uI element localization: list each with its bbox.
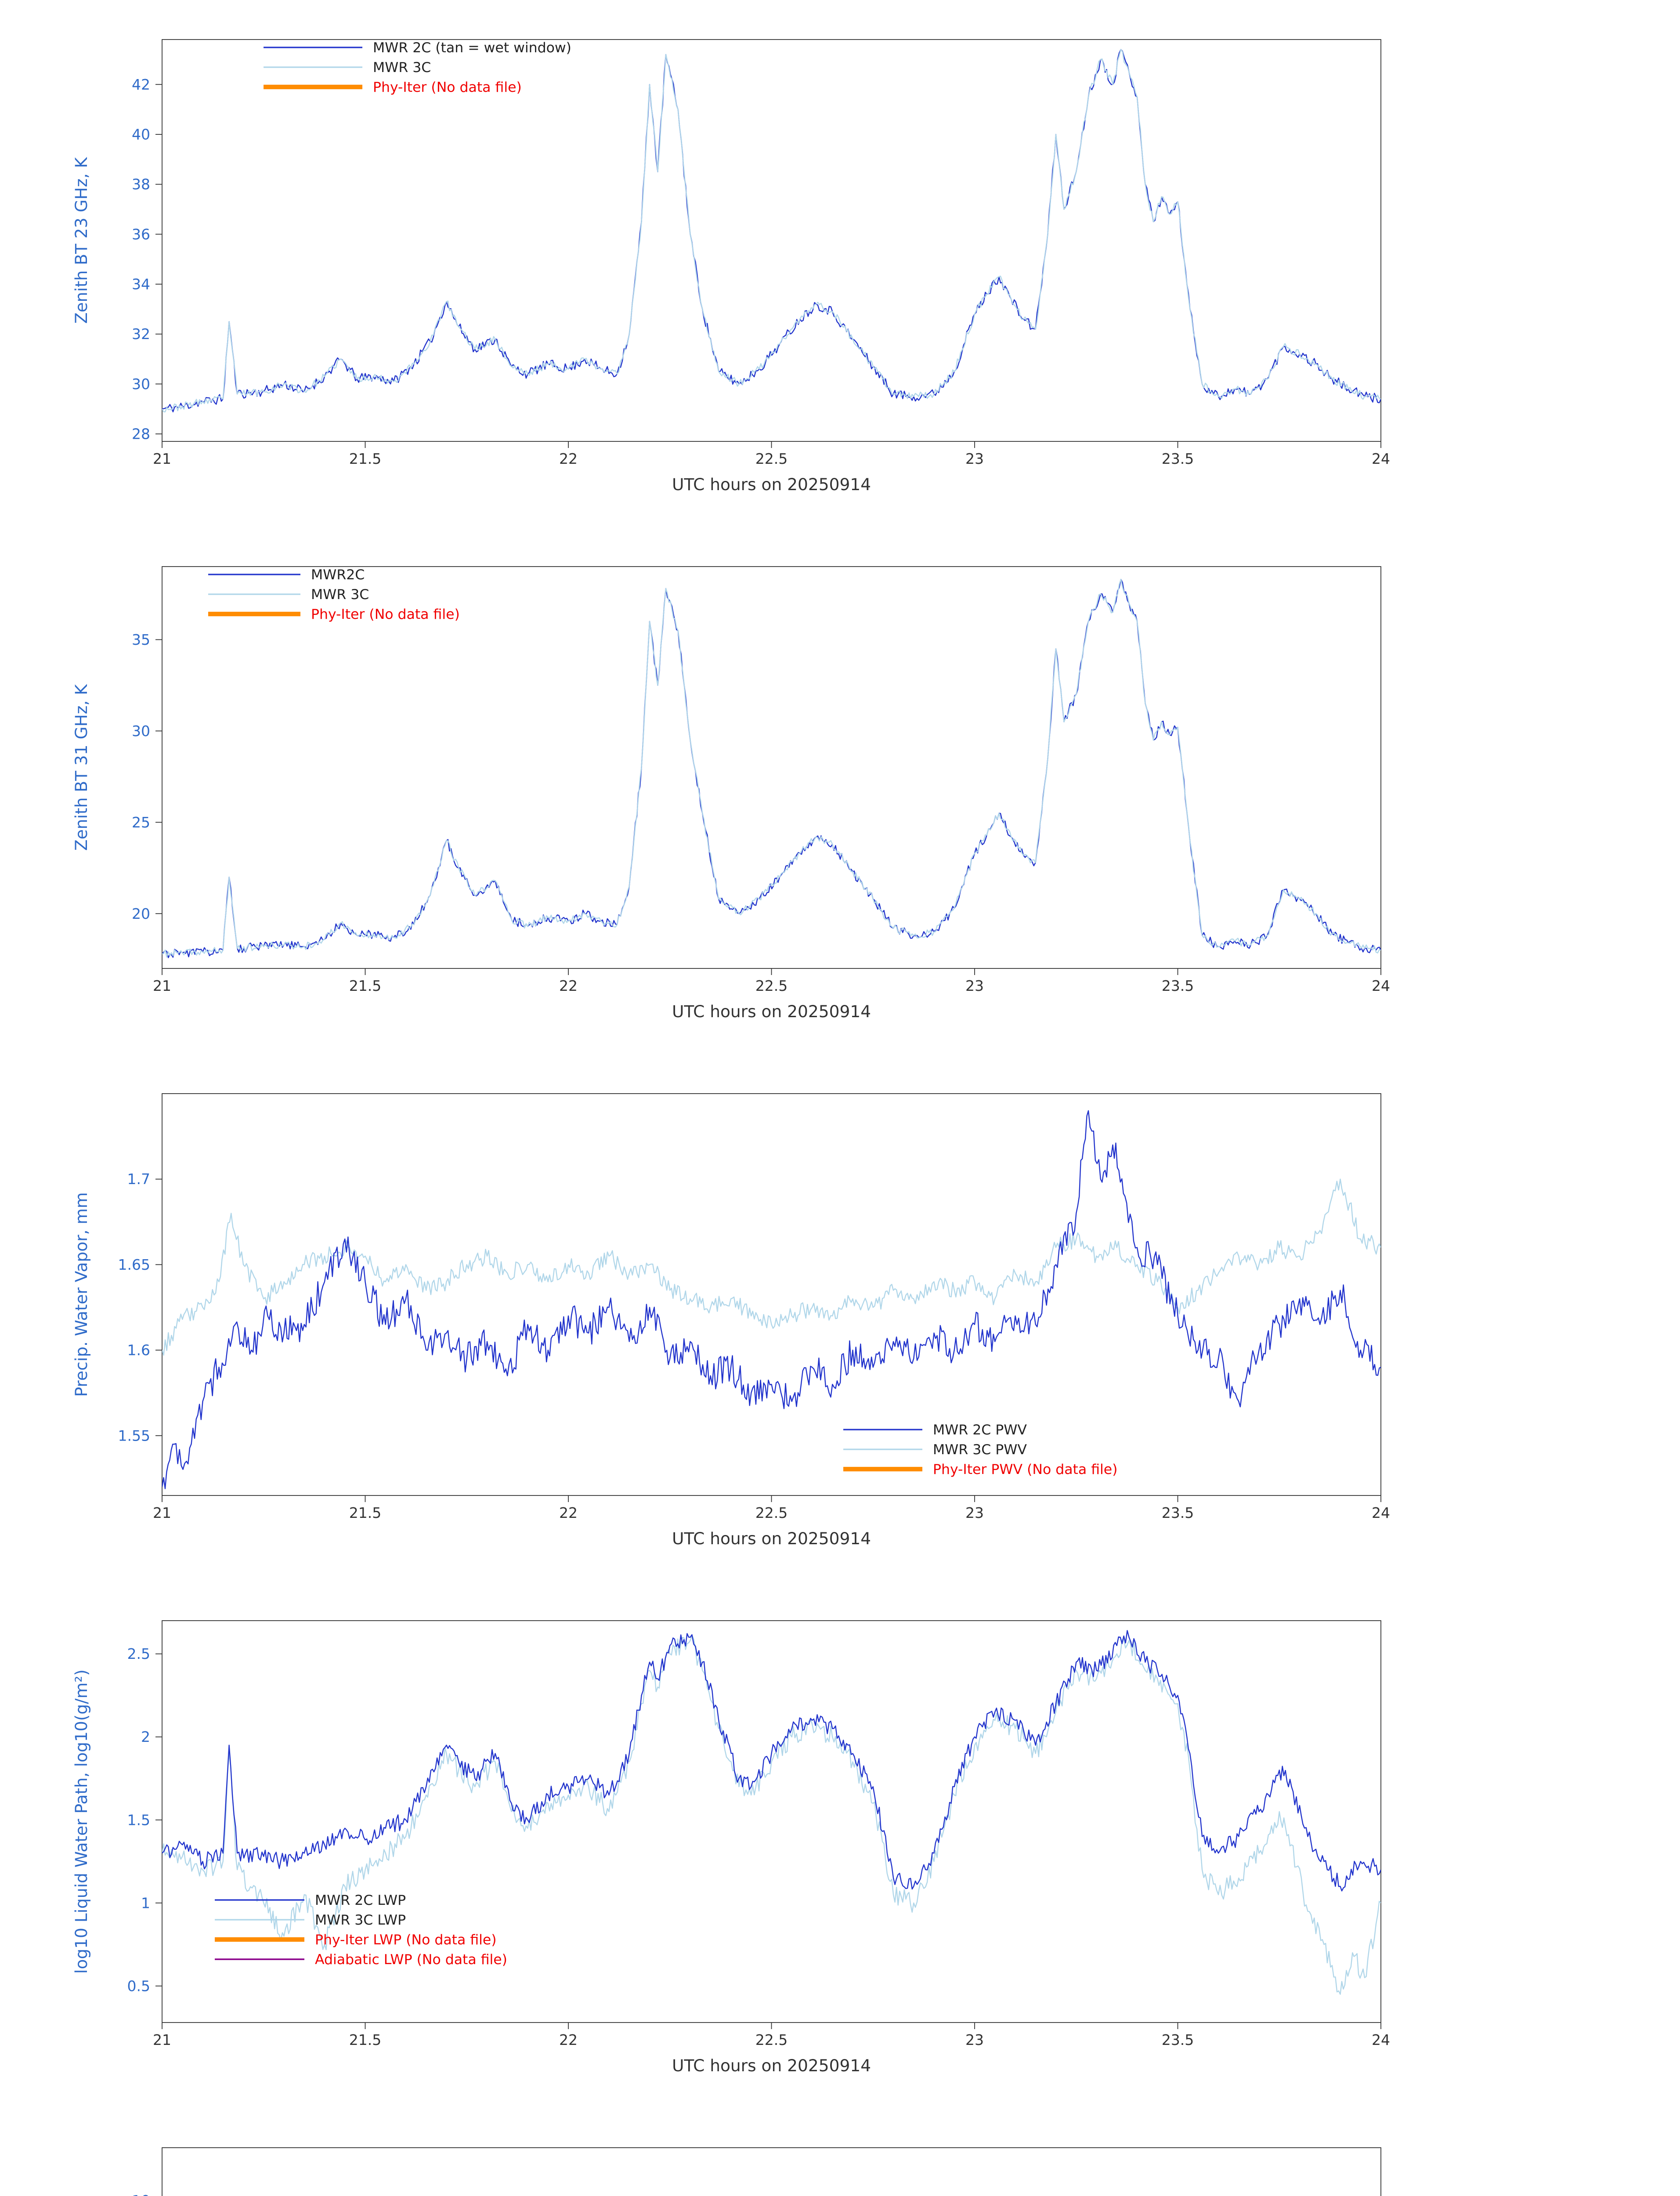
y-tick-label: 42 (132, 76, 150, 93)
legend-label: Phy-Iter (No data file) (373, 79, 522, 95)
series-line-mwr-3c (162, 49, 1381, 412)
x-tick-label: 23.5 (1162, 1504, 1194, 1521)
x-tick-label: 21.5 (349, 2031, 381, 2048)
legend-bt31: MWR2C MWR 3C Phy-Iter (No data file) (208, 567, 460, 622)
y-tick-label: 1.6 (127, 1342, 150, 1359)
y-tick-label: 2 (141, 1728, 150, 1745)
y-tick-label: 38 (132, 176, 150, 193)
x-tick-label: 23 (965, 450, 984, 467)
y-axis-label-lwp: log10 Liquid Water Path, log10(g/m²) (72, 1669, 91, 1974)
y-tick-label: 1.5 (127, 1811, 150, 1828)
legend-label: MWR 3C (311, 587, 369, 603)
y-tick-label: 25 (132, 814, 150, 831)
x-tick-label: 23 (965, 2031, 984, 2048)
panel-pwv: 21 21.5 22 22.5 23 23.5 24 1.55 1.6 1.65 1.7 UTC ho… (72, 1093, 1390, 1548)
series-line-mwr-3c-lwp (162, 1635, 1381, 1995)
legend-label: MWR 3C PWV (933, 1442, 1027, 1458)
x-tick-label: 24 (1372, 977, 1390, 994)
x-tick-label: 22 (559, 1504, 578, 1521)
y-tick-label: 40 (132, 126, 150, 143)
x-tick-label: 22 (559, 2031, 578, 2048)
y-tick-label: 1.55 (118, 1427, 150, 1444)
series-line-mwr-2c (162, 578, 1381, 958)
x-tick-label: 23 (965, 1504, 984, 1521)
axes-box-dqflag (162, 2147, 1381, 2196)
x-tick-label: 22 (559, 450, 578, 467)
y-tick-label: 20 (132, 905, 150, 922)
x-axis-label-bt31: UTC hours on 20250914 (672, 1002, 871, 1021)
x-tick-label: 23.5 (1162, 450, 1194, 467)
x-tick-label: 21.5 (349, 977, 381, 994)
series-group-bt23 (162, 49, 1381, 412)
x-tick-label: 24 (1372, 450, 1390, 467)
legend-label: MWR 2C (tan = wet window) (373, 40, 571, 56)
y-tick-label: 1.65 (118, 1256, 150, 1273)
series-line-mwr-2c-lwp (162, 1630, 1381, 1892)
legend-label: MWR 2C PWV (933, 1422, 1027, 1438)
series-line-mwr-2c-pwv (162, 1110, 1381, 1489)
y-tick-label: 36 (132, 226, 150, 243)
x-tick-label: 22 (559, 977, 578, 994)
legend-label: Adiabatic LWP (No data file) (315, 1952, 507, 1968)
y-tick-label: 30 (132, 722, 150, 740)
x-tick-label: 22.5 (755, 450, 788, 467)
legend-label: MWR2C (311, 567, 365, 583)
x-tick-label: 21.5 (349, 1504, 381, 1521)
panel-bt31: 21 21.5 22 22.5 23 23.5 24 20 25 30 35 UTC hours on… (72, 566, 1390, 1021)
x-tick-label: 24 (1372, 1504, 1390, 1521)
x-tick-label: 22.5 (755, 2031, 788, 2048)
y-tick-label: 35 (132, 631, 150, 648)
x-axis-label-lwp: UTC hours on 20250914 (672, 2056, 871, 2075)
y-tick-label: 34 (132, 276, 150, 293)
legend-lwp: MWR 2C LWP MWR 3C LWP Phy-Iter LWP (No dat… (215, 1893, 507, 1968)
series-group-pwv (162, 1110, 1381, 1489)
legend-label: MWR 3C LWP (315, 1912, 406, 1928)
y-tick-label: 2.5 (127, 1645, 150, 1662)
legend-label: Phy-Iter (No data file) (311, 607, 460, 622)
legend-label: MWR 2C LWP (315, 1893, 406, 1908)
y-tick-label: 1.7 (127, 1170, 150, 1188)
x-tick-label: 22.5 (755, 977, 788, 994)
y-tick-label: 32 (132, 325, 150, 343)
legend-pwv: MWR 2C PWV MWR 3C PWV Phy-Iter PWV (No dat… (843, 1422, 1117, 1477)
series-line-mwr-3c-pwv (162, 1178, 1381, 1356)
legend-bt23: MWR 2C (tan = wet window) MWR 3C Phy-Iter … (264, 40, 571, 95)
x-tick-label: 21 (153, 977, 171, 994)
x-tick-label: 21.5 (349, 450, 381, 467)
x-tick-label: 21 (153, 2031, 171, 2048)
series-line-mwr-2c (162, 49, 1381, 412)
y-tick-label: 0.5 (127, 1977, 150, 1994)
y-axis-label-pwv: Precip. Water Vapor, mm (72, 1192, 91, 1397)
y-tick-label: 30 (132, 376, 150, 393)
legend-label: Phy-Iter PWV (No data file) (933, 1462, 1117, 1477)
x-tick-label: 24 (1372, 2031, 1390, 2048)
x-axis-label-bt23: UTC hours on 20250914 (672, 475, 871, 494)
y-tick-label: 1 (141, 1894, 150, 1911)
series-group-lwp (162, 1630, 1381, 1995)
legend-label: Phy-Iter LWP (No data file) (315, 1932, 497, 1948)
panel-bt23: 21 21.5 22 22.5 23 23.5 24 28 30 32 34 36 38 40 42 UTC … (72, 39, 1390, 494)
x-axis-label-pwv: UTC hours on 20250914 (672, 1529, 871, 1548)
x-tick-label: 23.5 (1162, 977, 1194, 994)
x-tick-label: 22.5 (755, 1504, 788, 1521)
y-tick-label: 10 (132, 2192, 150, 2196)
x-tick-label: 23.5 (1162, 2031, 1194, 2048)
x-tick-label: 21 (153, 1504, 171, 1521)
y-axis-label-bt31: Zenith BT 31 GHz, K (72, 684, 91, 851)
legend-label: MWR 3C (373, 60, 431, 76)
x-tick-label: 21 (153, 450, 171, 467)
series-group-bt31 (162, 578, 1381, 958)
y-axis-label-bt23: Zenith BT 23 GHz, K (72, 157, 91, 324)
series-line-mwr-3c (162, 578, 1381, 958)
y-tick-label: 28 (132, 426, 150, 443)
x-tick-label: 23 (965, 977, 984, 994)
